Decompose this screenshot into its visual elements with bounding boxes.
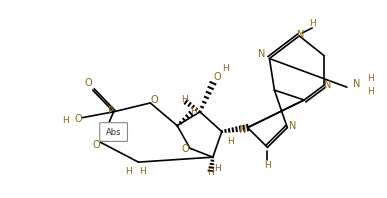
Text: H: H (223, 64, 229, 73)
FancyBboxPatch shape (100, 123, 127, 141)
Text: H: H (207, 168, 214, 177)
Text: N: N (296, 30, 304, 40)
Text: O: O (181, 144, 189, 154)
Text: P: P (108, 106, 114, 116)
Text: H: H (63, 116, 69, 125)
Text: H: H (367, 74, 374, 83)
Text: O: O (151, 95, 158, 105)
Text: H: H (227, 137, 234, 146)
Text: H: H (139, 168, 146, 176)
Text: N: N (353, 79, 361, 89)
Text: O: O (93, 140, 101, 150)
Text: H: H (309, 19, 315, 28)
Text: O: O (74, 114, 82, 124)
Text: N: N (289, 121, 296, 131)
Text: N: N (239, 125, 247, 135)
Text: H: H (214, 164, 221, 172)
Text: H: H (181, 95, 187, 105)
Text: H: H (367, 87, 374, 96)
Text: H: H (125, 168, 132, 176)
Text: O: O (85, 78, 92, 88)
Text: Abs: Abs (106, 128, 122, 137)
Text: N: N (258, 49, 265, 59)
Text: H: H (190, 107, 196, 116)
Text: N: N (324, 80, 332, 90)
Text: O: O (213, 72, 221, 82)
Text: H: H (264, 161, 271, 169)
